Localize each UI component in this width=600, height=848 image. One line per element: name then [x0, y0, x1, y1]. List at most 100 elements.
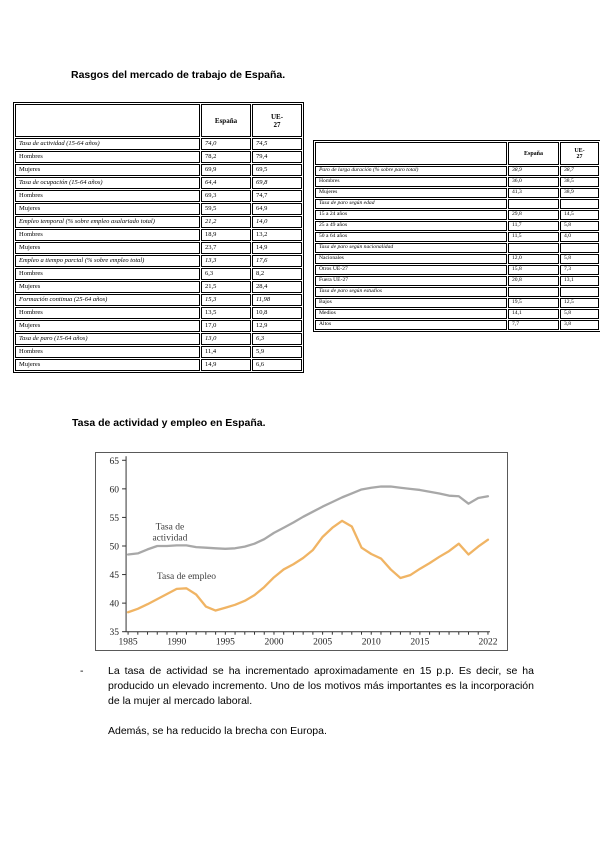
row-value: 5,9	[252, 346, 302, 358]
row-value: 78,2	[201, 151, 251, 163]
note-paragraph-2: Además, se ha reducido la brecha con Eur…	[108, 725, 327, 737]
row-value: 13,2	[252, 229, 302, 241]
row-value: 11,7	[508, 221, 559, 231]
row-label: Mujeres	[315, 188, 507, 198]
row-value: 5,8	[560, 309, 599, 319]
table-row: Hombres 13,5 10,8	[15, 307, 302, 319]
row-value: 64,4	[201, 177, 251, 189]
svg-text:65: 65	[110, 457, 120, 467]
svg-text:35: 35	[110, 628, 120, 638]
row-label: Tasa de paro (15-64 años)	[15, 333, 200, 345]
row-value: 23,7	[201, 242, 251, 254]
row-value: 20,8	[508, 276, 559, 286]
bullet-dash: -	[80, 665, 84, 677]
row-value: 6,3	[201, 268, 251, 280]
svg-text:2022: 2022	[478, 638, 497, 648]
svg-text:2010: 2010	[362, 638, 381, 648]
table-row: Tasa de paro según estudios	[315, 287, 599, 297]
row-label: Fuera UE-27	[315, 276, 507, 286]
row-value: 38,9	[560, 188, 599, 198]
row-value	[560, 287, 599, 297]
row-value: 14,5	[560, 210, 599, 220]
row-label: Nacionales	[315, 254, 507, 264]
row-value: 21,5	[201, 281, 251, 293]
svg-text:1985: 1985	[119, 638, 138, 648]
table-row: Bajos 19,5 12,5	[315, 298, 599, 308]
row-value: 7,7	[508, 320, 559, 330]
svg-text:45: 45	[110, 571, 120, 581]
table-row: Altos 7,7 3,8	[315, 320, 599, 330]
row-value: 3,8	[560, 320, 599, 330]
row-value: 13,5	[201, 307, 251, 319]
row-value: 6,3	[252, 333, 302, 345]
header-empty-cell	[15, 104, 200, 137]
row-value: 38,9	[508, 166, 559, 176]
header-column: España	[508, 142, 559, 165]
svg-text:1990: 1990	[167, 638, 186, 648]
row-label: Hombres	[15, 229, 200, 241]
chart-canvas: 35 40 45 50 55 60 65 1985 1990 1995 2000 2005 2010 20…	[110, 456, 498, 648]
row-value: 29,8	[508, 210, 559, 220]
row-value: 5,8	[560, 254, 599, 264]
row-label: Tasa de paro según nacionalidad	[315, 243, 507, 253]
page-title: Rasgos del mercado de trabajo de España.	[71, 69, 286, 81]
table-row: Formación continua (25-64 años) 15,3 11,98	[15, 294, 302, 306]
row-value: 74,0	[201, 138, 251, 150]
table-row: Hombres 6,3 8,2	[15, 268, 302, 280]
table-row: Empleo a tiempo parcial (% sobre empleo …	[15, 255, 302, 267]
row-label: Hombres	[15, 268, 200, 280]
table-row: Paro de larga duración (% sobre paro tot…	[315, 166, 599, 176]
row-label: Mujeres	[15, 359, 200, 371]
row-label: 50 a 64 años	[315, 232, 507, 242]
row-value: 69,8	[252, 177, 302, 189]
row-label: Hombres	[15, 307, 200, 319]
row-value: 8,2	[252, 268, 302, 280]
table-header-row: España UE- 27	[15, 104, 302, 137]
svg-text:60: 60	[110, 485, 120, 495]
row-value: 11,5	[508, 232, 559, 242]
svg-text:1995: 1995	[216, 638, 235, 648]
row-value: 10,8	[252, 307, 302, 319]
row-value: 11,4	[201, 346, 251, 358]
table-row: Hombres 18,9 13,2	[15, 229, 302, 241]
table-row: Tasa de paro según nacionalidad	[315, 243, 599, 253]
row-value: 64,9	[252, 203, 302, 215]
row-value: 79,4	[252, 151, 302, 163]
row-value: 11,98	[252, 294, 302, 306]
row-value: 28,4	[252, 281, 302, 293]
labor-market-table-left: España UE- 27 Tasa de actividad (15-64 año…	[13, 102, 304, 373]
row-value: 69,5	[252, 164, 302, 176]
row-value: 59,5	[201, 203, 251, 215]
row-value: 38,5	[560, 177, 599, 187]
row-label: Mujeres	[15, 242, 200, 254]
row-label: Mujeres	[15, 164, 200, 176]
row-value	[560, 243, 599, 253]
row-value: 36,0	[508, 177, 559, 187]
table-row: 50 a 64 años 11,5 4,0	[315, 232, 599, 242]
row-value: 41,3	[508, 188, 559, 198]
row-label: Hombres	[15, 151, 200, 163]
activity-employment-line-chart: 35 40 45 50 55 60 65 1985 1990 1995 2000 2005 2010 20…	[95, 452, 508, 651]
table-row: Mujeres 21,5 28,4	[15, 281, 302, 293]
note-paragraph-1: La tasa de actividad se ha incrementado …	[108, 665, 534, 707]
row-label: Paro de larga duración (% sobre paro tot…	[315, 166, 507, 176]
labor-market-table-right: España UE- 27 Paro de larga duración (% so…	[313, 140, 600, 332]
row-value	[508, 199, 559, 209]
row-value: 7,3	[560, 265, 599, 275]
table-row: Hombres 78,2 79,4	[15, 151, 302, 163]
row-label: Tasa de paro según edad	[315, 199, 507, 209]
row-label: Mujeres	[15, 281, 200, 293]
row-value: 18,9	[201, 229, 251, 241]
table-header-row: España UE- 27	[315, 142, 599, 165]
table-row: Hombres 11,4 5,9	[15, 346, 302, 358]
row-value: 17,6	[252, 255, 302, 267]
table-row: Tasa de actividad (15-64 años) 74,0 74,5	[15, 138, 302, 150]
table-row: Tasa de paro según edad	[315, 199, 599, 209]
table-row: Mujeres 69,9 69,5	[15, 164, 302, 176]
table-row: Mujeres 23,7 14,9	[15, 242, 302, 254]
row-label: Hombres	[315, 177, 507, 187]
row-label: Hombres	[15, 346, 200, 358]
row-label: Tasa de ocupación (15-64 años)	[15, 177, 200, 189]
table-row: 25 a 49 años 11,7 5,8	[315, 221, 599, 231]
